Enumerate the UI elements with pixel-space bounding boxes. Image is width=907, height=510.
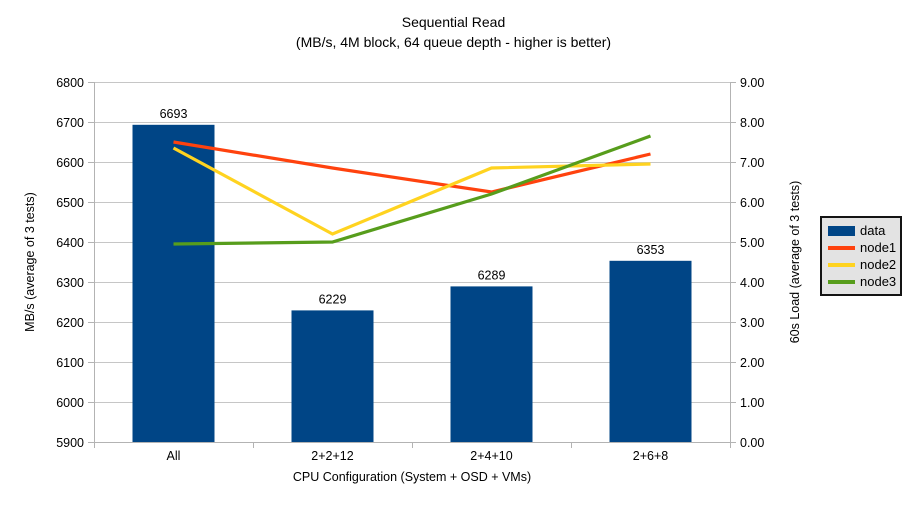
- y-axis-right-tick-label: 2.00: [740, 356, 764, 370]
- legend-item-node1: node1: [828, 241, 900, 254]
- x-axis-category-label: 2+4+10: [470, 449, 512, 463]
- bar: [450, 286, 533, 442]
- bar: [609, 260, 692, 442]
- y-axis-left-tick-label: 6400: [56, 236, 84, 250]
- legend-item-node2: node2: [828, 258, 900, 271]
- bar-value-label: 6229: [319, 292, 347, 306]
- bar-value-label: 6289: [478, 268, 506, 282]
- legend-item-node3: node3: [828, 275, 900, 288]
- y-axis-title-right: 60s Load (average of 3 tests): [788, 180, 802, 344]
- y-axis-right-tick-label: 6.00: [740, 196, 764, 210]
- y-axis-left-tick-label: 6000: [56, 396, 84, 410]
- y-axis-left-tick-label: 6500: [56, 196, 84, 210]
- legend-swatch-node1: [828, 245, 855, 250]
- y-axis-right-tick-label: 7.00: [740, 156, 764, 170]
- x-axis-category-label: All: [167, 449, 181, 463]
- y-axis-left-tick-label: 5900: [56, 436, 84, 450]
- x-axis-category-label: 2+2+12: [311, 449, 353, 463]
- y-axis-right-tick-label: 3.00: [740, 316, 764, 330]
- y-axis-right-tick-label: 1.00: [740, 396, 764, 410]
- legend-swatch-node3: [828, 279, 855, 284]
- y-axis-right-tick-label: 9.00: [740, 76, 764, 90]
- bar: [132, 124, 215, 443]
- legend-label: node1: [860, 240, 897, 255]
- y-axis-right-tick-label: 8.00: [740, 116, 764, 130]
- legend: data node1 node2 node3: [820, 216, 902, 296]
- y-axis-right-tick-label: 5.00: [740, 236, 764, 250]
- legend-label: node2: [860, 257, 897, 272]
- x-axis-category-label: 2+6+8: [633, 449, 669, 463]
- y-axis-left-tick-label: 6700: [56, 116, 84, 130]
- x-axis-title: CPU Configuration (System + OSD + VMs): [292, 470, 532, 484]
- chart-title-block: Sequential Read (MB/s, 4M block, 64 queu…: [0, 12, 907, 52]
- line-node1: [173, 140, 651, 194]
- y-axis-right-tick-label: 4.00: [740, 276, 764, 290]
- y-axis-left-tick-label: 6200: [56, 316, 84, 330]
- bar-value-label: 6353: [637, 243, 665, 257]
- legend-item-data: data: [828, 224, 900, 237]
- y-axis-left-tick-label: 6300: [56, 276, 84, 290]
- y-axis-title-left: MB/s (average of 3 tests): [23, 192, 37, 332]
- y-axis-right-tick-label: 0.00: [740, 436, 764, 450]
- legend-label: node3: [860, 274, 897, 289]
- y-axis-left-tick-label: 6600: [56, 156, 84, 170]
- legend-swatch-data: [828, 225, 855, 236]
- bar: [291, 310, 374, 442]
- bar-value-label: 6693: [160, 107, 188, 121]
- chart-subtitle: (MB/s, 4M block, 64 queue depth - higher…: [295, 34, 612, 50]
- legend-label: data: [860, 223, 886, 238]
- y-axis-left-tick-label: 6100: [56, 356, 84, 370]
- legend-swatch-node2: [828, 262, 855, 267]
- line-node3: [173, 134, 652, 246]
- chart-title: Sequential Read: [401, 14, 506, 30]
- y-axis-left-tick-label: 6800: [56, 76, 84, 90]
